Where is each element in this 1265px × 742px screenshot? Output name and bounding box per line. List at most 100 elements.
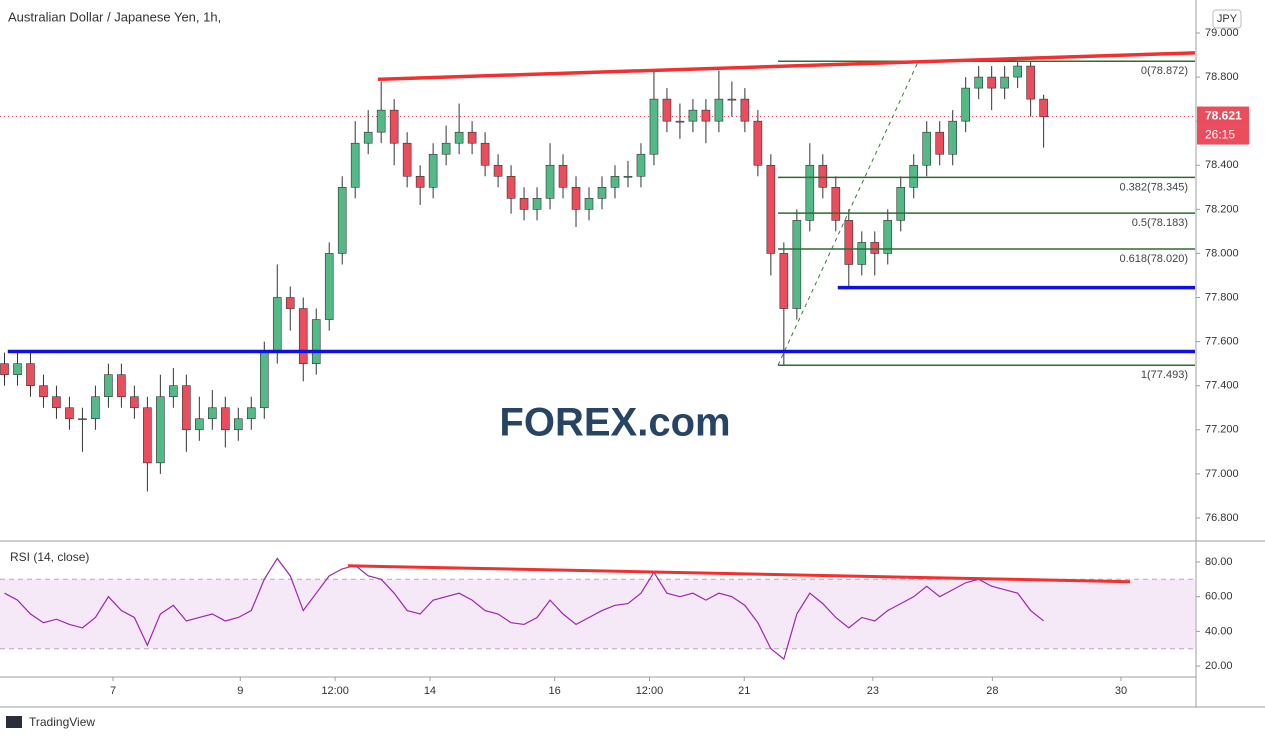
rsi-line [4,557,1045,661]
candle-body [701,109,711,122]
candle-body [597,187,607,199]
y-tick-label: 77.800 [1205,291,1239,303]
y-tick-label: 76.800 [1205,512,1239,524]
candle-body [779,253,789,309]
candle-body [376,109,386,133]
candle-body [935,131,945,155]
y-tick-label: 78.400 [1205,159,1239,171]
candle-body [519,198,529,210]
candle-body [922,131,932,166]
candle-body [883,220,893,254]
candle-body [389,109,399,144]
candle-body [39,385,48,398]
candle-body [52,396,61,409]
candle-body [324,253,334,320]
fib-label: 0.618(78.020) [1120,253,1189,265]
candle-body [753,120,763,166]
candle-body [675,120,685,123]
candle-body [857,242,867,265]
rsi-y-tick-label: 40.00 [1205,625,1233,637]
footer: TradingView [29,715,95,729]
y-tick-label: 78.000 [1205,247,1239,259]
candle-body [870,242,880,254]
rsi-band [0,579,1195,649]
candle-body [688,109,698,122]
candle-body [454,131,464,144]
fib-label: 1(77.493) [1141,369,1188,381]
candle-body [91,396,100,420]
candle-body [285,297,295,309]
x-tick-label: 12:00 [636,685,664,697]
fib-label: 0.5(78.183) [1132,217,1188,229]
candle-body [571,187,581,210]
candle-body [298,308,308,364]
candle-body [792,220,802,309]
candle-body [65,407,74,420]
rsi-title: RSI (14, close) [10,550,89,564]
candle-body [337,187,347,254]
x-tick-label: 21 [738,685,750,697]
candle-body [78,418,87,421]
candle-body [740,98,750,122]
last-price-tag [1197,106,1249,127]
candle-body [169,385,178,398]
x-tick-label: 9 [237,685,243,697]
candle-body [13,363,22,375]
candle-body [195,418,204,431]
currency-badge [1212,9,1242,29]
candle-body [649,98,659,155]
candle-body [130,396,139,409]
candle-body [948,120,958,155]
y-tick-label: 77.400 [1205,380,1239,392]
watermark: FOREX.com [499,401,730,445]
candle-body [584,198,594,210]
candle-body [610,175,620,188]
x-tick-label: 14 [424,685,436,697]
rsi-trendline [348,564,1131,584]
last-price-label: 78.621 [1205,109,1242,123]
candle-body [259,352,269,409]
candle-body [961,87,970,122]
y-tick-label: 79.000 [1205,27,1239,39]
candle-body [221,407,230,431]
y-tick-label: 77.200 [1205,424,1239,436]
y-tick-label: 78.200 [1205,203,1239,215]
candle-body [805,164,815,221]
candle-body [545,164,555,199]
countdown: 26:15 [1205,128,1235,142]
footer-logo [6,716,22,728]
fib-label: 0.382(78.345) [1120,181,1189,193]
candle-body [415,175,425,188]
candle-body [363,131,373,144]
fib-label: 0(78.872) [1141,65,1188,77]
candle-body [143,407,152,464]
candle-body [844,220,854,265]
x-tick-label: 23 [867,685,879,697]
candle-body [1000,76,1009,89]
candle-body [272,297,282,353]
rsi-y-tick-label: 60.00 [1205,591,1233,603]
candle-body [1039,98,1048,118]
currency: JPY [1217,13,1238,25]
x-tick-label: 7 [110,685,116,697]
candle-body [104,374,113,398]
candle-body [26,363,35,386]
y-tick-label: 77.000 [1205,468,1239,480]
candle-body [636,153,646,177]
candle-body [662,98,672,122]
candle-body [208,407,217,420]
x-tick-label: 30 [1115,685,1127,697]
candle-body [909,164,919,188]
candle-body [974,76,983,89]
candle-body [182,385,191,431]
candle-body [1026,65,1035,100]
candle-body [480,142,490,166]
candle-body [156,396,165,464]
candle-body [831,187,841,221]
candle-body [727,98,737,101]
candle-body [623,175,633,178]
x-tick-label: 28 [986,685,998,697]
candle-body [766,164,776,254]
